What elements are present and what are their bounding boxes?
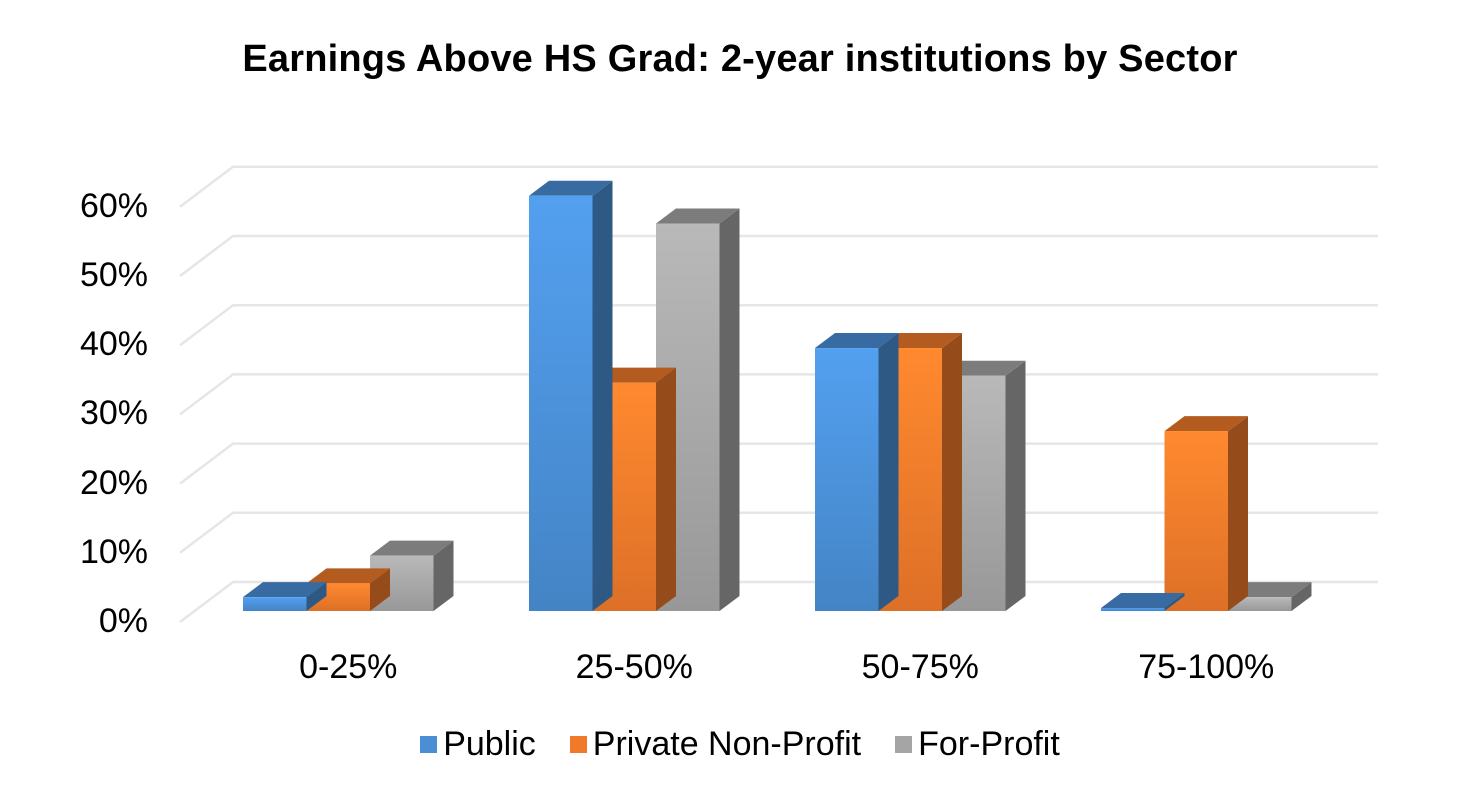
y-tick-label: 20% <box>79 463 148 502</box>
legend-item: For-Profit <box>895 725 1060 764</box>
legend-item: Public <box>420 725 536 764</box>
legend-swatch-icon <box>420 736 438 753</box>
y-tick-label: 60% <box>79 186 148 225</box>
gridline <box>179 234 1378 277</box>
y-tick-label: 50% <box>79 256 148 294</box>
legend: Public Private Non-Profit For-Profit <box>0 725 1480 764</box>
legend-label: Public <box>443 725 536 763</box>
legend-swatch-icon <box>895 736 913 753</box>
x-tick-label: 50-75% <box>861 648 979 686</box>
gridline <box>179 165 1378 208</box>
y-tick-label: 10% <box>79 532 148 571</box>
x-tick-label: 0-25% <box>299 648 398 686</box>
bar-for-profit-75-100% <box>1228 582 1312 611</box>
x-tick-label: 25-50% <box>575 648 693 686</box>
gridline <box>179 373 1378 416</box>
y-tick-label: 40% <box>79 325 148 364</box>
x-tick-label: 75-100% <box>1138 648 1275 686</box>
chart-title: Earnings Above HS Grad: 2-year instituti… <box>242 38 1238 80</box>
legend-swatch-icon <box>569 736 587 753</box>
bar-public-50-75% <box>815 333 899 611</box>
bar-public-0-25% <box>243 582 327 611</box>
legend-label: Private Non-Profit <box>592 725 862 763</box>
gridline <box>179 303 1378 347</box>
bar-public-75-100% <box>1101 593 1185 611</box>
y-tick-label: 30% <box>79 394 148 433</box>
y-tick-label: 0% <box>98 602 148 640</box>
bar-public-25-50% <box>529 180 613 612</box>
bar-private-non-profit-75-100% <box>1164 416 1248 611</box>
legend-item: Private Non-Profit <box>569 725 862 764</box>
legend-label: For-Profit <box>918 725 1060 763</box>
